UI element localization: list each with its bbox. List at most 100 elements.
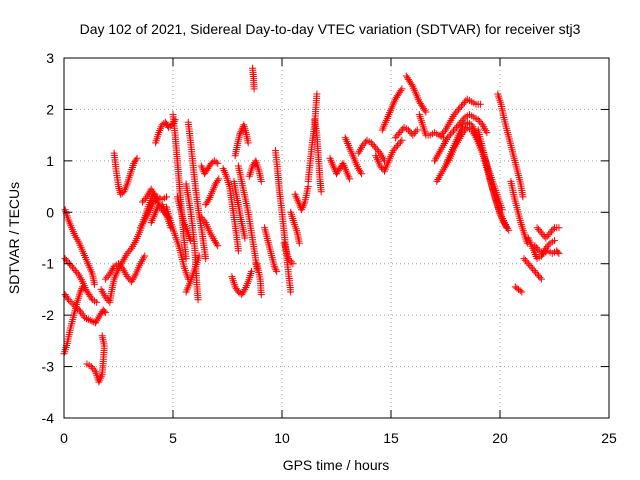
data-point	[101, 309, 109, 317]
data-point	[116, 261, 124, 269]
data-point	[554, 248, 562, 256]
data-point	[372, 144, 380, 152]
data-track-t7	[101, 252, 149, 286]
data-point	[450, 111, 458, 119]
data-point	[459, 100, 467, 108]
data-point	[66, 297, 74, 305]
x-tick-label: 10	[274, 430, 290, 446]
data-point	[273, 267, 281, 275]
data-point	[555, 249, 563, 257]
data-point	[89, 364, 97, 372]
data-point	[532, 243, 540, 251]
data-point	[186, 237, 194, 245]
data-point	[453, 107, 461, 115]
plot-frame	[63, 57, 610, 419]
data-point	[182, 255, 190, 263]
data-point	[90, 318, 98, 326]
chart-title: Day 102 of 2021, Sidereal Day-to-day VTE…	[80, 21, 581, 37]
data-point	[397, 127, 405, 135]
grid	[64, 58, 609, 418]
data-track-t50	[494, 90, 527, 201]
data-point	[199, 215, 207, 223]
data-point	[287, 288, 295, 296]
data-point	[126, 246, 134, 254]
data-point	[524, 260, 532, 268]
data-point	[257, 177, 265, 185]
data-point	[548, 227, 556, 235]
data-point	[214, 159, 222, 167]
data-point	[454, 122, 462, 130]
data-track-t20	[202, 175, 223, 209]
data-point	[76, 288, 84, 296]
data-point	[100, 307, 108, 315]
data-point	[81, 314, 89, 322]
y-tick-label: 2	[46, 101, 54, 117]
data-track-t49	[474, 126, 513, 234]
data-point	[536, 227, 544, 235]
data-point	[214, 177, 222, 185]
data-track-t31	[272, 147, 295, 296]
data-point	[91, 280, 98, 288]
y-axis-label: SDTVAR / TECUs	[6, 182, 22, 294]
data-track-t37	[326, 154, 354, 183]
data-point	[115, 260, 122, 268]
y-tick-label: -3	[42, 359, 55, 375]
data-point	[533, 270, 541, 278]
data-point	[519, 193, 527, 201]
data-point	[530, 267, 538, 275]
data-point	[391, 145, 399, 153]
data-point	[250, 85, 258, 93]
data-point	[393, 132, 401, 140]
data-track-t55	[533, 224, 563, 242]
data-point	[78, 285, 86, 293]
data-track-t52	[511, 283, 526, 296]
x-tick-label: 15	[383, 430, 399, 446]
data-point	[460, 99, 468, 107]
data-track-t19	[197, 157, 222, 178]
data-point	[115, 185, 123, 192]
data-point	[73, 268, 81, 276]
data-point	[410, 129, 418, 137]
data-point	[545, 231, 553, 239]
data-point	[68, 263, 76, 271]
data-track-t42	[402, 72, 430, 116]
data-point	[555, 224, 563, 232]
data-point	[197, 213, 205, 221]
data-track-t16	[184, 118, 210, 263]
data-point	[395, 140, 403, 148]
data-point	[477, 119, 485, 127]
x-tick-label: 25	[601, 430, 617, 446]
data-point	[87, 363, 95, 371]
data-point	[542, 234, 550, 242]
data-track-t28	[249, 64, 258, 93]
data-point	[64, 258, 72, 266]
data-point	[444, 134, 452, 142]
data-point	[86, 316, 94, 324]
data-point	[460, 115, 468, 123]
data-point	[241, 234, 249, 242]
data-point	[202, 255, 210, 263]
data-point	[64, 296, 72, 304]
data-point	[409, 131, 417, 139]
data-point	[527, 263, 535, 271]
data-point	[149, 198, 157, 206]
data-point	[61, 255, 69, 263]
data-point	[123, 249, 131, 257]
data-point	[408, 81, 416, 89]
data-point	[535, 272, 542, 280]
data-point	[536, 273, 544, 281]
data-point	[141, 195, 149, 203]
data-point	[398, 85, 406, 93]
data-track-t34	[291, 183, 312, 214]
data-point	[236, 129, 244, 137]
data-point	[244, 139, 252, 147]
data-point	[257, 291, 265, 299]
data-track-t36	[311, 116, 325, 196]
data-point	[476, 100, 484, 108]
data-point	[83, 315, 90, 323]
data-point	[357, 168, 364, 176]
data-track-t22	[219, 165, 242, 255]
data-point	[204, 197, 212, 205]
data-track-t21	[197, 213, 222, 250]
